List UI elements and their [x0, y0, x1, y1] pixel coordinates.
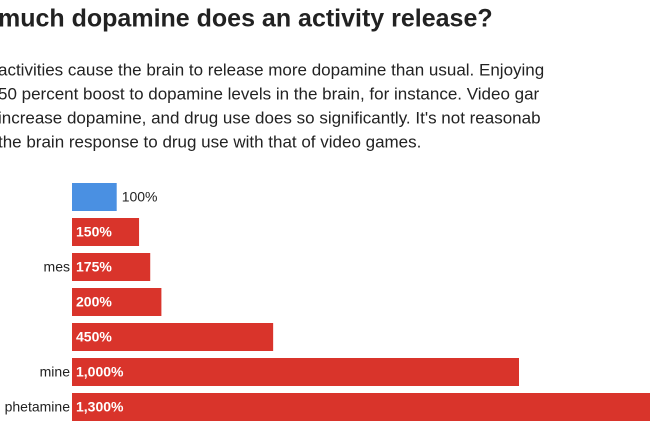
value-label: 1,000%	[76, 364, 124, 380]
chart-title: much dopamine does an activity release?	[0, 5, 493, 33]
category-label: mes	[44, 259, 70, 275]
value-label: 450%	[76, 329, 112, 345]
value-label: 100%	[122, 189, 158, 205]
value-label: 150%	[76, 224, 112, 240]
subtitle-line: activities cause the brain to release mo…	[0, 60, 544, 79]
subtitle-line: 50 percent boost to dopamine levels in t…	[0, 84, 540, 103]
subtitle-line: the brain response to drug use with that…	[0, 132, 421, 151]
subtitle-line: increase dopamine, and drug use does so …	[0, 108, 541, 127]
bar	[72, 183, 117, 211]
bar	[72, 288, 162, 316]
value-label: 200%	[76, 294, 112, 310]
bar	[72, 358, 519, 386]
category-label: phetamine	[5, 399, 71, 415]
bar	[72, 393, 650, 421]
bar	[72, 323, 274, 351]
bar	[72, 253, 151, 281]
category-label: mine	[40, 364, 71, 380]
bar	[72, 218, 140, 246]
value-label: 1,300%	[76, 399, 124, 415]
value-label: 175%	[76, 259, 112, 275]
